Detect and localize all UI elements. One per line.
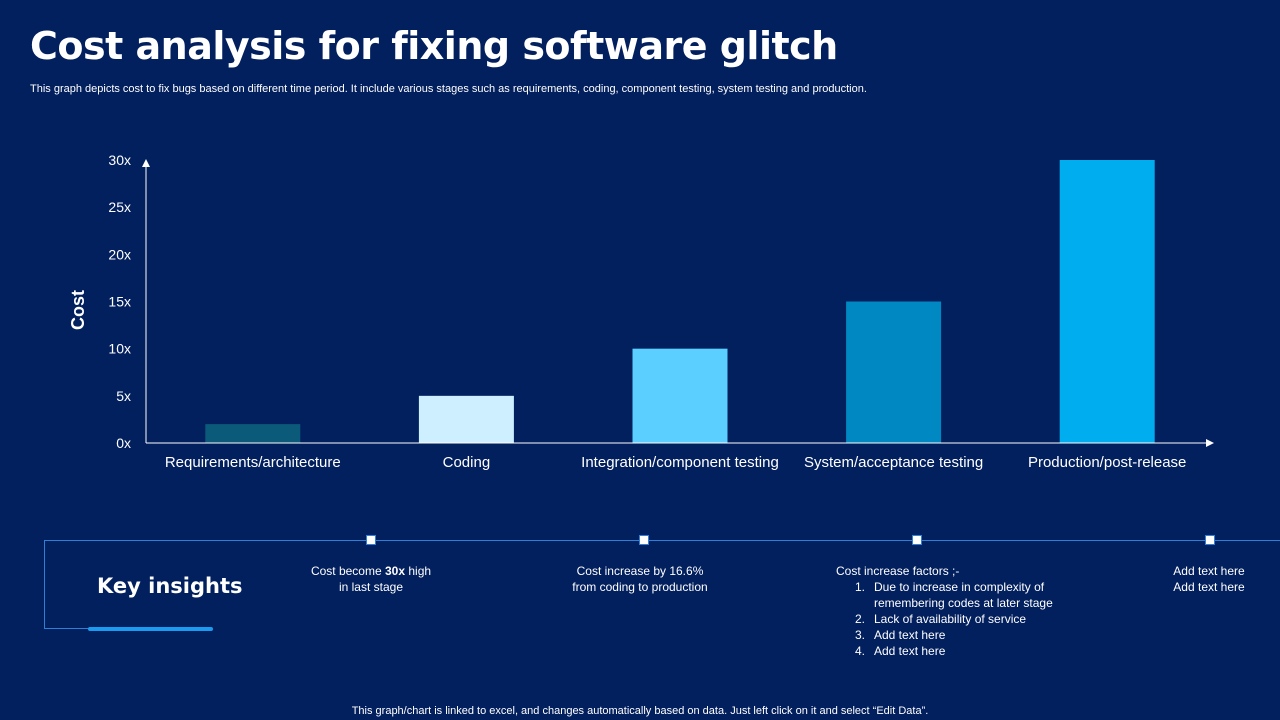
factor-item: 1. Due to increase in complexity of <box>855 580 1045 594</box>
insight-4-line1: Add text here <box>1173 564 1245 578</box>
page-title: Cost analysis for fixing software glitch <box>30 24 838 68</box>
insight-1-text: Cost become <box>310 564 385 578</box>
insight-4: Add text here Add text here <box>1150 563 1268 595</box>
page-subtitle: This graph depicts cost to fix bugs base… <box>30 83 867 95</box>
timeline-marker <box>639 535 649 545</box>
y-axis-arrow <box>142 159 150 167</box>
timeline-line <box>44 540 1280 541</box>
y-axis-label: Cost <box>68 290 88 330</box>
footer-note: This graph/chart is linked to excel, and… <box>351 705 929 717</box>
factor-item: 4. Add text here <box>855 644 946 658</box>
timeline-marker <box>366 535 376 545</box>
x-category-label: Requirements/architecture <box>165 454 341 471</box>
timeline-marker <box>912 535 922 545</box>
key-insights-heading: Key insights <box>97 574 243 598</box>
factors-list: 1. Due to increase in complexity of remem… <box>836 579 1053 659</box>
bar[interactable] <box>418 395 514 443</box>
y-tick-label: 25x <box>108 199 131 215</box>
insight-3-title: Cost increase factors ;- <box>836 564 960 578</box>
insight-3: Cost increase factors ;- 1. Due to increa… <box>836 563 1053 659</box>
y-tick-label: 10x <box>108 341 131 357</box>
factor-item: 3. Add text here <box>855 628 946 642</box>
y-tick-label: 5x <box>116 388 131 404</box>
x-category-label: Coding <box>443 454 491 471</box>
y-tick-label: 0x <box>116 435 131 451</box>
insight-2-line2: from coding to production <box>572 580 708 594</box>
insight-1-highlight: 30x <box>384 564 406 578</box>
bar-chart[interactable]: 0x 5x 10x 15x 20x 25x 30x Requirements/archite… <box>0 0 1280 480</box>
bar[interactable] <box>205 424 301 443</box>
factor-item: remembering codes at later stage <box>874 596 1053 610</box>
accent-bar <box>88 627 213 631</box>
bar[interactable] <box>1059 160 1155 443</box>
y-tick-label: 30x <box>108 152 131 168</box>
timeline-bracket <box>44 540 45 629</box>
bar[interactable] <box>632 348 728 443</box>
x-category-label: Production/post-release <box>1028 454 1186 471</box>
insight-4-line2: Add text here <box>1173 580 1245 594</box>
timeline-bracket-bottom <box>44 628 104 629</box>
insight-2: Cost increase by 16.6% from coding to pr… <box>555 563 725 595</box>
x-category-label: Integration/component testing <box>581 454 779 471</box>
insight-1: Cost become 30x high in last stage <box>286 563 456 595</box>
y-tick-label: 15x <box>108 294 131 310</box>
insight-2-line1: Cost increase by 16.6% <box>576 564 704 578</box>
bar[interactable] <box>846 301 942 444</box>
y-tick-label: 20x <box>108 246 131 262</box>
x-axis-arrow <box>1206 439 1214 447</box>
timeline-marker <box>1205 535 1215 545</box>
insight-1-text-end: high <box>405 564 432 578</box>
insight-1-line2: in last stage <box>338 580 404 594</box>
factor-item: 2. Lack of availability of service <box>855 612 1027 626</box>
x-category-label: System/acceptance testing <box>804 454 983 471</box>
